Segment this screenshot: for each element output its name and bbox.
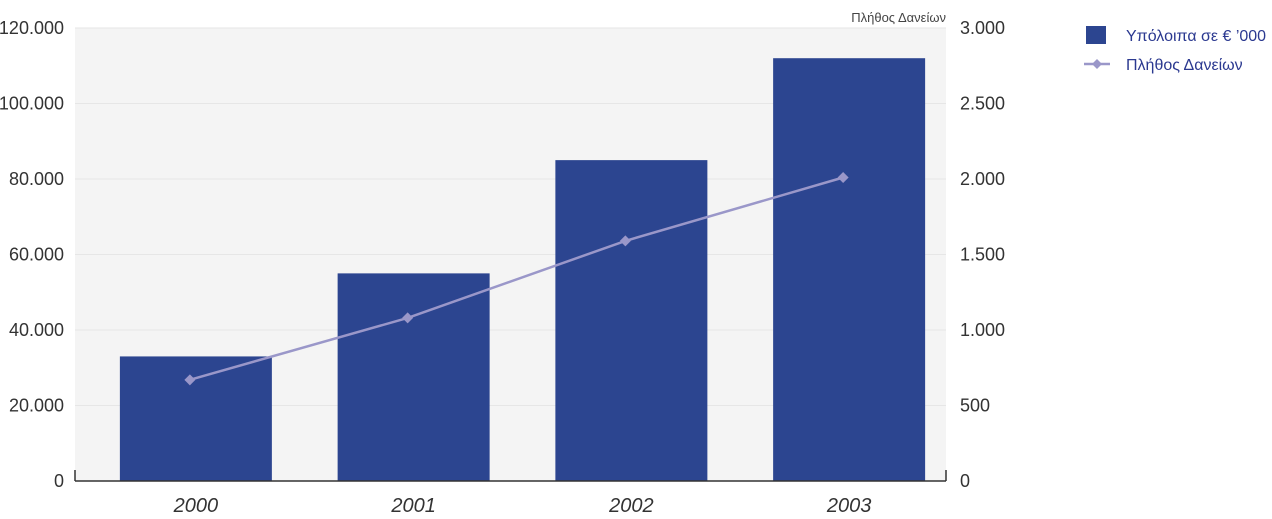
line-series xyxy=(184,171,849,386)
left-axis-ticks: 0 20.000 40.000 60.000 80.000 100.000 120.000 xyxy=(0,18,64,491)
category-label: 2002 xyxy=(608,495,654,517)
legend: Υπόλοιπα σε € ’000 Πλήθος Δανείων xyxy=(1084,26,1266,74)
right-tick-label: 3.000 xyxy=(960,18,1005,38)
bar xyxy=(119,356,272,481)
left-tick-label: 80.000 xyxy=(9,169,64,189)
category-labels: 2000 2001 2002 2003 xyxy=(173,495,872,517)
category-label: 2001 xyxy=(390,495,436,517)
bar xyxy=(555,160,708,481)
right-tick-label: 2.500 xyxy=(960,94,1005,114)
right-tick-label: 500 xyxy=(960,396,990,416)
line-point xyxy=(619,235,631,247)
line-point xyxy=(837,171,849,183)
left-tick-label: 60.000 xyxy=(9,245,64,265)
right-axis-ticks: 0 500 1.000 1.500 2.000 2.500 3.000 xyxy=(960,18,1005,491)
right-tick-label: 2.000 xyxy=(960,169,1005,189)
right-tick-label: 0 xyxy=(960,471,970,491)
category-label: 2000 xyxy=(173,495,219,517)
bar xyxy=(337,273,490,481)
axes xyxy=(74,470,947,482)
legend-label: Πλήθος Δανείων xyxy=(1126,57,1243,74)
left-tick-label: 100.000 xyxy=(0,94,64,114)
line-path xyxy=(189,176,844,382)
legend-label: Υπόλοιπα σε € ’000 xyxy=(1126,28,1266,45)
left-tick-label: 120.000 xyxy=(0,18,64,38)
left-tick-label: 40.000 xyxy=(9,320,64,340)
line-point xyxy=(184,374,196,386)
right-tick-label: 1.000 xyxy=(960,320,1005,340)
left-tick-label: 0 xyxy=(54,471,64,491)
legend-swatch-marker xyxy=(1092,59,1102,69)
category-label: 2003 xyxy=(826,495,872,517)
right-tick-label: 1.500 xyxy=(960,245,1005,265)
right-axis-title: Πλήθος Δανείων xyxy=(851,10,946,25)
line-point xyxy=(402,312,414,324)
bar xyxy=(773,58,926,481)
left-tick-label: 20.000 xyxy=(9,396,64,416)
legend-swatch-bar xyxy=(1086,26,1106,44)
